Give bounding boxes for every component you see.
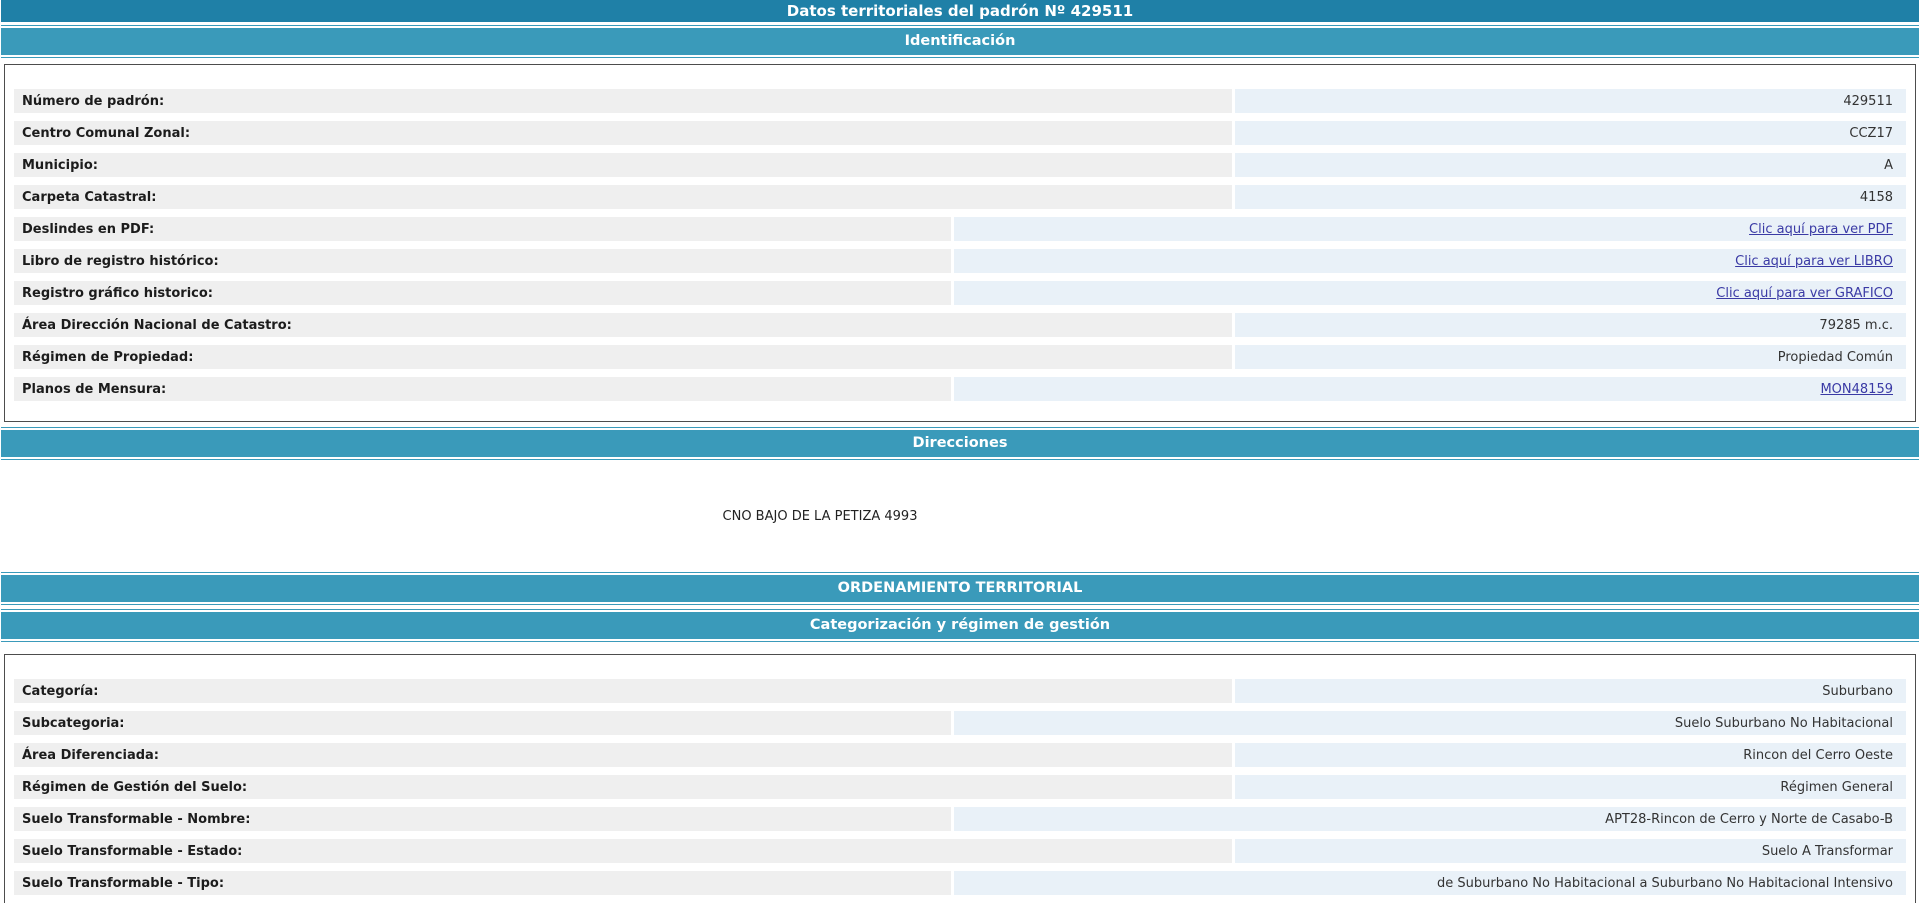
address-text: CNO BAJO DE LA PETIZA 4993 (722, 508, 918, 524)
table-row: Registro gráfico historico: Clic aquí pa… (14, 281, 1906, 305)
row-value: APT28-Rincon de Cerro y Norte de Casabo-… (954, 807, 1906, 831)
section-header-assembly-categorizacion: Categorización y régimen de gestión (1, 609, 1919, 642)
row-value: A (1234, 153, 1906, 177)
categorizacion-table: Categoría: Suburbano Subcategoria: Suelo… (11, 671, 1909, 903)
row-label: Régimen de Propiedad: (14, 345, 1232, 369)
row-value: Suburbano (1234, 679, 1906, 703)
section-header-assembly-direcciones: Direcciones (1, 427, 1919, 460)
row-value: Clic aquí para ver PDF (954, 217, 1906, 241)
table-row: Carpeta Catastral: 4158 (14, 185, 1906, 209)
row-label: Número de padrón: (14, 89, 1232, 113)
libro-link[interactable]: Clic aquí para ver LIBRO (1735, 253, 1893, 269)
row-value: MON48159 (954, 377, 1906, 401)
row-label: Régimen de Gestión del Suelo: (14, 775, 1232, 799)
row-label: Libro de registro histórico: (14, 249, 952, 273)
row-label: Deslindes en PDF: (14, 217, 952, 241)
table-row: Suelo Transformable - Estado: Suelo A Tr… (14, 839, 1906, 863)
table-row: Centro Comunal Zonal: CCZ17 (14, 121, 1906, 145)
row-label: Subcategoria: (14, 711, 952, 735)
row-label: Área Dirección Nacional de Catastro: (14, 313, 1232, 337)
row-label: Municipio: (14, 153, 1232, 177)
row-value: Suelo A Transformar (1234, 839, 1906, 863)
table-row: Régimen de Gestión del Suelo: Régimen Ge… (14, 775, 1906, 799)
direcciones-area: CNO BAJO DE LA PETIZA 4993 (0, 460, 1920, 572)
table-row: Número de padrón: 429511 (14, 89, 1906, 113)
table-row: Subcategoria: Suelo Suburbano No Habitac… (14, 711, 1906, 735)
row-value: de Suburbano No Habitacional a Suburbano… (954, 871, 1906, 895)
section-header-direcciones: Direcciones (1, 430, 1919, 457)
table-row: Municipio: A (14, 153, 1906, 177)
row-label: Carpeta Catastral: (14, 185, 1232, 209)
row-label: Suelo Transformable - Nombre: (14, 807, 952, 831)
section-header-categorizacion: Categorización y régimen de gestión (1, 612, 1919, 639)
row-value: 4158 (1234, 185, 1906, 209)
table-row: Categoría: Suburbano (14, 679, 1906, 703)
table-row: Libro de registro histórico: Clic aquí p… (14, 249, 1906, 273)
row-value: Régimen General (1234, 775, 1906, 799)
row-value: Clic aquí para ver GRAFICO (954, 281, 1906, 305)
table-row: Área Dirección Nacional de Catastro: 792… (14, 313, 1906, 337)
section-header-ordenamiento: ORDENAMIENTO TERRITORIAL (1, 575, 1919, 602)
table-row: Régimen de Propiedad: Propiedad Común (14, 345, 1906, 369)
identificacion-table: Número de padrón: 429511 Centro Comunal … (11, 81, 1909, 409)
table-row: Área Diferenciada: Rincon del Cerro Oest… (14, 743, 1906, 767)
pdf-link[interactable]: Clic aquí para ver PDF (1749, 221, 1893, 237)
table-row: Planos de Mensura: MON48159 (14, 377, 1906, 401)
section-header-identificacion: Identificación (1, 28, 1919, 55)
row-label: Planos de Mensura: (14, 377, 952, 401)
section-header-assembly-identificacion: Identificación (1, 25, 1919, 58)
row-label: Registro gráfico historico: (14, 281, 952, 305)
grafico-link[interactable]: Clic aquí para ver GRAFICO (1716, 285, 1893, 301)
row-value: Rincon del Cerro Oeste (1234, 743, 1906, 767)
table-row: Suelo Transformable - Nombre: APT28-Rinc… (14, 807, 1906, 831)
row-label: Área Diferenciada: (14, 743, 1232, 767)
plano-mensura-link[interactable]: MON48159 (1820, 381, 1893, 397)
row-value: Clic aquí para ver LIBRO (954, 249, 1906, 273)
categorizacion-box: Categoría: Suburbano Subcategoria: Suelo… (4, 654, 1916, 903)
row-value: Propiedad Común (1234, 345, 1906, 369)
table-row: Deslindes en PDF: Clic aquí para ver PDF (14, 217, 1906, 241)
row-label: Centro Comunal Zonal: (14, 121, 1232, 145)
row-label: Suelo Transformable - Estado: (14, 839, 1232, 863)
row-label: Suelo Transformable - Tipo: (14, 871, 952, 895)
row-value: Suelo Suburbano No Habitacional (954, 711, 1906, 735)
row-value: CCZ17 (1234, 121, 1906, 145)
section-header-assembly-ordenamiento: ORDENAMIENTO TERRITORIAL (1, 572, 1919, 605)
page-title: Datos territoriales del padrón Nº 429511 (1, 0, 1919, 22)
row-value: 429511 (1234, 89, 1906, 113)
row-label: Categoría: (14, 679, 1232, 703)
row-value: 79285 m.c. (1234, 313, 1906, 337)
identificacion-box: Número de padrón: 429511 Centro Comunal … (4, 64, 1916, 422)
table-row: Suelo Transformable - Tipo: de Suburbano… (14, 871, 1906, 895)
